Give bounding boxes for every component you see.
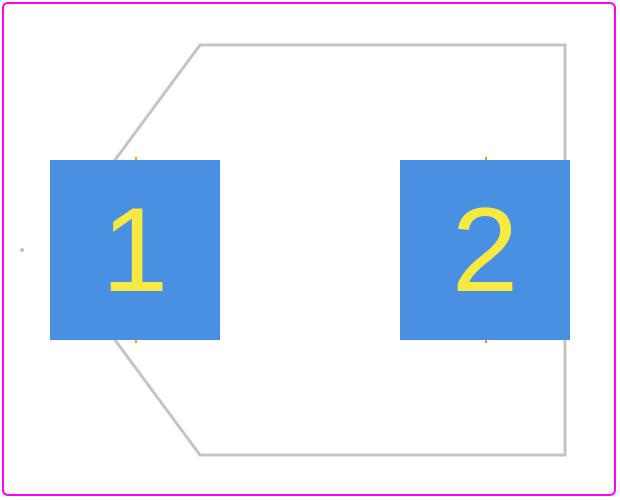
pad-2-label: 2 [452, 190, 519, 310]
pin1-marker [20, 248, 24, 252]
pad-1: 1 [50, 160, 220, 340]
diagram-canvas: 12 [0, 0, 620, 500]
pad-2: 2 [400, 160, 570, 340]
pad-1-label: 1 [102, 190, 169, 310]
